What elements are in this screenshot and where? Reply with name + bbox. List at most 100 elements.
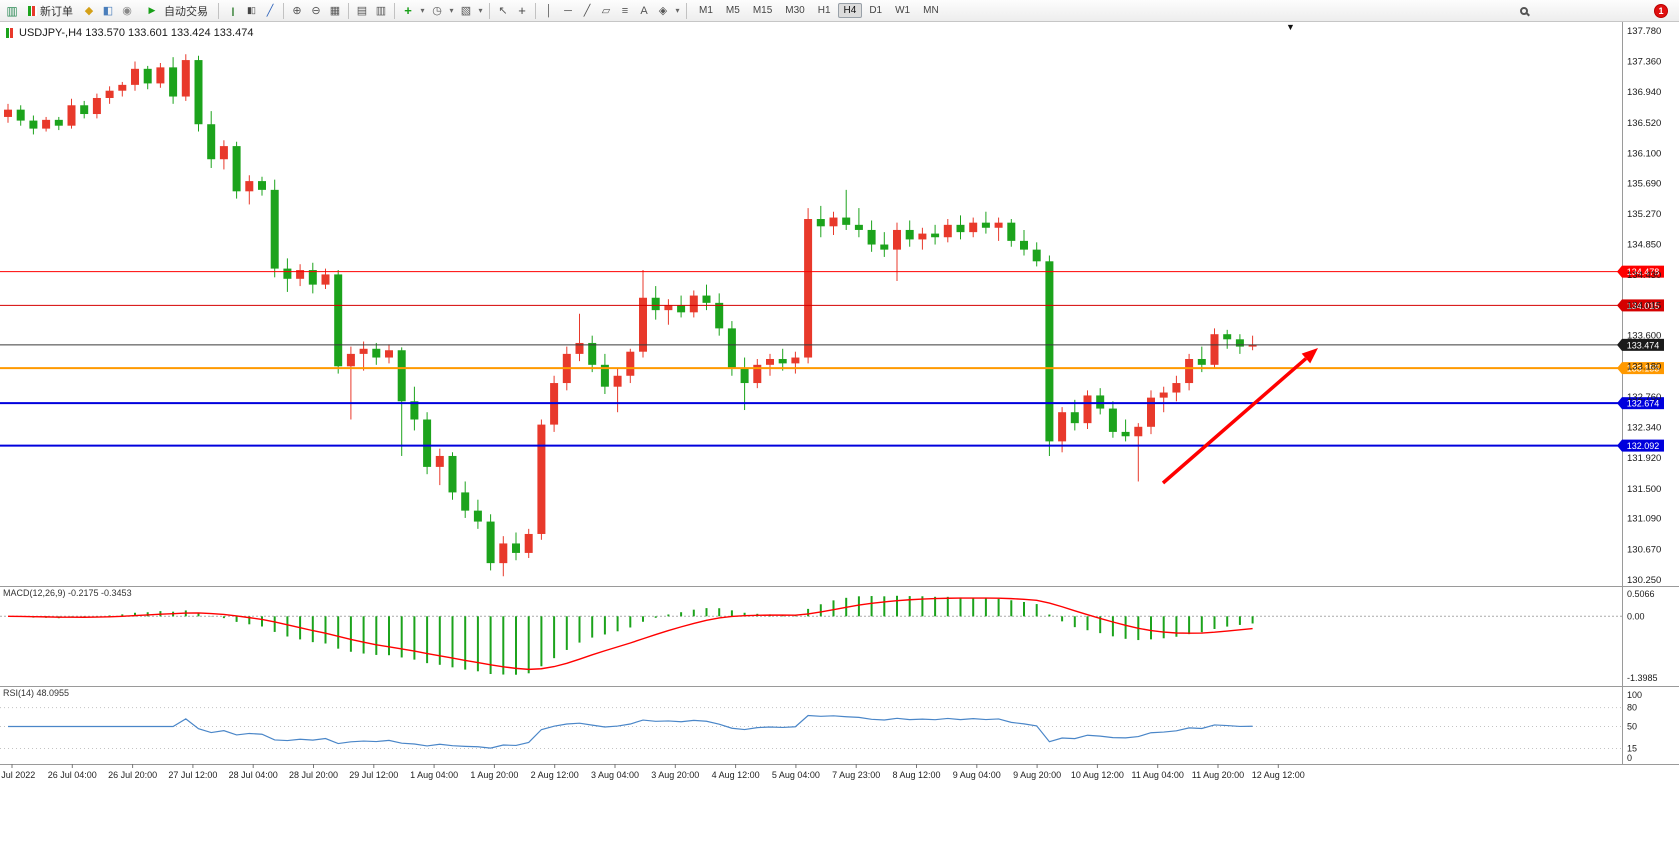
line-chart-type-icon[interactable]: ╱ — [266, 5, 274, 17]
candle-up — [689, 295, 698, 313]
price-axis-label: 134.850 — [1627, 240, 1661, 251]
toolbar-separator — [348, 2, 349, 19]
candle-down — [486, 521, 495, 564]
annotations-layer — [1161, 348, 1318, 485]
timeframe-m30[interactable]: M30 — [785, 5, 805, 16]
candle-down — [232, 146, 241, 192]
price-axis-label: 135.270 — [1627, 209, 1661, 220]
price-axis-label: 131.090 — [1627, 514, 1661, 525]
templates-icon[interactable]: ▧ — [460, 5, 472, 17]
candle-up — [105, 90, 114, 98]
candle-down — [816, 219, 825, 227]
zoom-in-icon[interactable]: ⊕ — [292, 5, 302, 17]
macd-axis-label: 0.5066 — [1627, 589, 1655, 599]
search-icon[interactable] — [1515, 2, 1533, 20]
time-axis-label: 28 Jul 04:00 — [229, 770, 278, 780]
toolbar-separator — [489, 2, 490, 19]
rsi-pane[interactable] — [0, 707, 1622, 750]
price-tag-notch — [1617, 338, 1622, 351]
time-axis-label: 2 Aug 12:00 — [531, 770, 579, 780]
auto-arrange-icon[interactable]: ▤ — [356, 5, 368, 17]
candle-down — [651, 297, 660, 311]
shapes-tool-icon[interactable]: ◈ — [658, 5, 668, 17]
toolbar-separator — [535, 2, 536, 19]
templates-dropdown-icon[interactable]: ▾ — [478, 6, 483, 15]
candle-down — [169, 67, 178, 97]
candle-down — [867, 229, 876, 245]
timeframe-mn[interactable]: MN — [923, 5, 939, 16]
zoom-out-icon[interactable]: ⊖ — [311, 5, 321, 17]
timeframe-d1[interactable]: D1 — [869, 5, 883, 16]
chart-shift-marker[interactable]: ▼ — [1286, 22, 1295, 32]
vertical-line-tool-icon[interactable]: │ — [545, 4, 553, 17]
time-axis-label: 26 Jul 20:00 — [108, 770, 157, 780]
market-watch-icon[interactable]: ◆ — [84, 5, 94, 17]
time-axis-label: 4 Aug 12:00 — [712, 770, 760, 780]
timeframe-m15[interactable]: M15 — [752, 5, 773, 16]
rsi-axis-label: 100 — [1627, 690, 1642, 700]
price-tag — [1622, 299, 1664, 312]
price-axis-label: 134.015 — [1627, 300, 1661, 311]
terminal-icon[interactable]: ◉ — [122, 5, 132, 17]
chart-canvas[interactable]: 134.478 134.015 133.474 133.155 132.674 132.0… — [0, 22, 1679, 841]
price-axis-label: 131.920 — [1627, 453, 1661, 464]
price-tag-label: 134.015 — [1627, 301, 1660, 311]
chart-area[interactable]: 134.478 134.015 133.474 133.155 132.674 132.0… — [0, 22, 1679, 841]
candles-layer — [4, 54, 1257, 577]
candle-down — [270, 189, 279, 269]
trendline-tool-icon[interactable]: ╱ — [583, 5, 591, 17]
macd-axis-label: -1.3985 — [1627, 673, 1658, 683]
text-tool-icon[interactable]: A — [640, 4, 648, 17]
periods-icon[interactable]: ◷ — [432, 5, 442, 17]
candle-up — [67, 105, 76, 126]
tile-windows-icon[interactable]: ▦ — [329, 5, 341, 17]
crosshair-icon[interactable]: + — [518, 3, 526, 18]
notification-badge[interactable]: 1 — [1654, 3, 1668, 18]
symbol-info: USDJPY-,H4 133.570 133.601 133.424 133.4… — [6, 27, 253, 39]
price-tag-notch — [1617, 397, 1622, 410]
timeframe-m1[interactable]: M1 — [699, 5, 713, 16]
price-tag — [1622, 338, 1664, 351]
timeframe-w1[interactable]: W1 — [895, 5, 911, 16]
candle-up — [435, 455, 444, 467]
symbol-info-text: USDJPY-,H4 133.570 133.601 133.424 133.4… — [19, 27, 254, 39]
candle-down — [258, 181, 266, 190]
candle-up — [4, 109, 12, 117]
trend-arrow-shaft[interactable] — [1161, 357, 1308, 485]
auto-trading-icon: ▶ — [148, 5, 156, 15]
candle-down — [1045, 261, 1054, 442]
shapes-dropdown-icon[interactable]: ▾ — [675, 6, 680, 15]
candle-up — [1159, 392, 1168, 398]
indicators-icon[interactable]: + — [404, 3, 412, 18]
navigator-icon[interactable]: ◧ — [102, 5, 114, 17]
candle-up — [829, 217, 838, 227]
candle-down — [448, 455, 457, 493]
trend-arrow-head[interactable] — [1301, 348, 1318, 364]
timeframe-m5[interactable]: M5 — [725, 5, 740, 16]
fibonacci-tool-icon[interactable]: ≡ — [621, 4, 629, 17]
price-axis-label: 130.250 — [1627, 575, 1661, 586]
new-order-button[interactable]: 新订单 — [22, 1, 79, 20]
timeframe-h4[interactable]: H4 — [837, 3, 863, 18]
candle-down — [854, 224, 863, 230]
bar-chart-type-icon[interactable]: ||| — [231, 5, 234, 16]
auto-trading-button[interactable]: ▶ 自动交易 — [137, 1, 214, 20]
candle-down — [372, 348, 381, 358]
price-axis-label: 132.340 — [1627, 423, 1661, 434]
periods-dropdown-icon[interactable]: ▾ — [449, 6, 454, 15]
candle-down — [956, 224, 965, 233]
cursor-icon[interactable]: ↖ — [498, 5, 508, 17]
chart-grid-icon[interactable]: ▥ — [375, 5, 387, 17]
macd-signal-line — [7, 597, 1253, 671]
price-tag-label: 133.155 — [1627, 364, 1660, 374]
price-axis-label: 133.180 — [1627, 361, 1661, 372]
macd-pane[interactable] — [0, 595, 1622, 675]
candle-down — [702, 295, 711, 303]
horizontal-line-tool-icon[interactable]: ─ — [564, 4, 572, 17]
channel-tool-icon[interactable]: ▱ — [601, 5, 611, 17]
time-axis-label: 9 Aug 20:00 — [1013, 770, 1061, 780]
indicators-dropdown-icon[interactable]: ▾ — [420, 6, 425, 15]
candlestick-chart-type-icon[interactable]: ▮▯ — [247, 5, 256, 15]
timeframe-h1[interactable]: H1 — [817, 5, 831, 16]
price-tag — [1622, 397, 1664, 410]
